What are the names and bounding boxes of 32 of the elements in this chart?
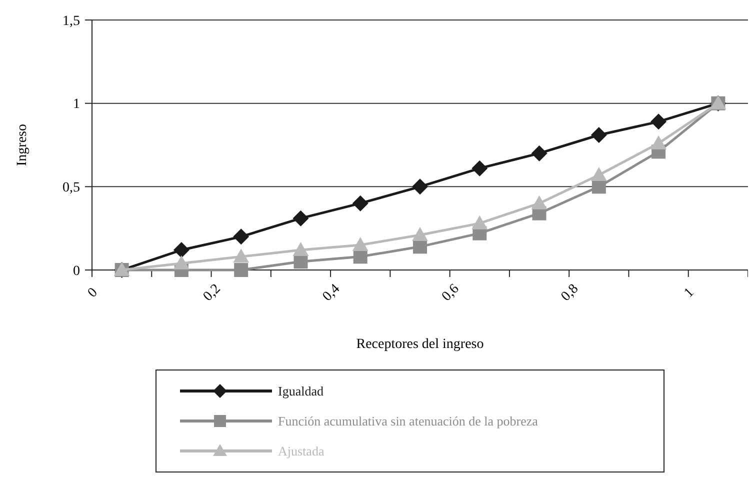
point bbox=[292, 210, 309, 226]
point bbox=[650, 135, 667, 150]
y-tick-label: 1,5 bbox=[62, 14, 80, 29]
y-tick-label: 0 bbox=[73, 264, 80, 279]
point bbox=[531, 145, 548, 162]
point bbox=[233, 248, 250, 263]
point bbox=[173, 242, 190, 258]
text: 0,8 bbox=[558, 282, 582, 304]
point bbox=[531, 195, 548, 210]
text: 0,6 bbox=[439, 282, 462, 304]
text: Función acumulativa sin atenuación de la pobreza bbox=[278, 414, 538, 429]
text: Igualdad bbox=[278, 384, 324, 399]
point bbox=[292, 242, 309, 256]
y-tick-label: 1 bbox=[73, 97, 80, 112]
point bbox=[352, 237, 368, 251]
point bbox=[234, 263, 248, 277]
y-axis-title: Ingreso bbox=[15, 124, 30, 166]
point bbox=[472, 160, 488, 176]
text: 0,4 bbox=[320, 282, 344, 304]
point bbox=[590, 167, 607, 181]
point bbox=[472, 215, 488, 230]
point bbox=[233, 228, 250, 245]
point bbox=[412, 178, 428, 195]
text: Ajustada bbox=[278, 444, 324, 459]
point bbox=[650, 114, 667, 130]
text: 0,2 bbox=[200, 282, 224, 304]
point bbox=[412, 227, 428, 241]
point bbox=[173, 255, 190, 270]
point bbox=[352, 195, 368, 212]
x-axis-title: Receptores del ingreso bbox=[356, 337, 484, 352]
point bbox=[590, 127, 607, 143]
y-tick-label: 0,5 bbox=[62, 180, 80, 196]
